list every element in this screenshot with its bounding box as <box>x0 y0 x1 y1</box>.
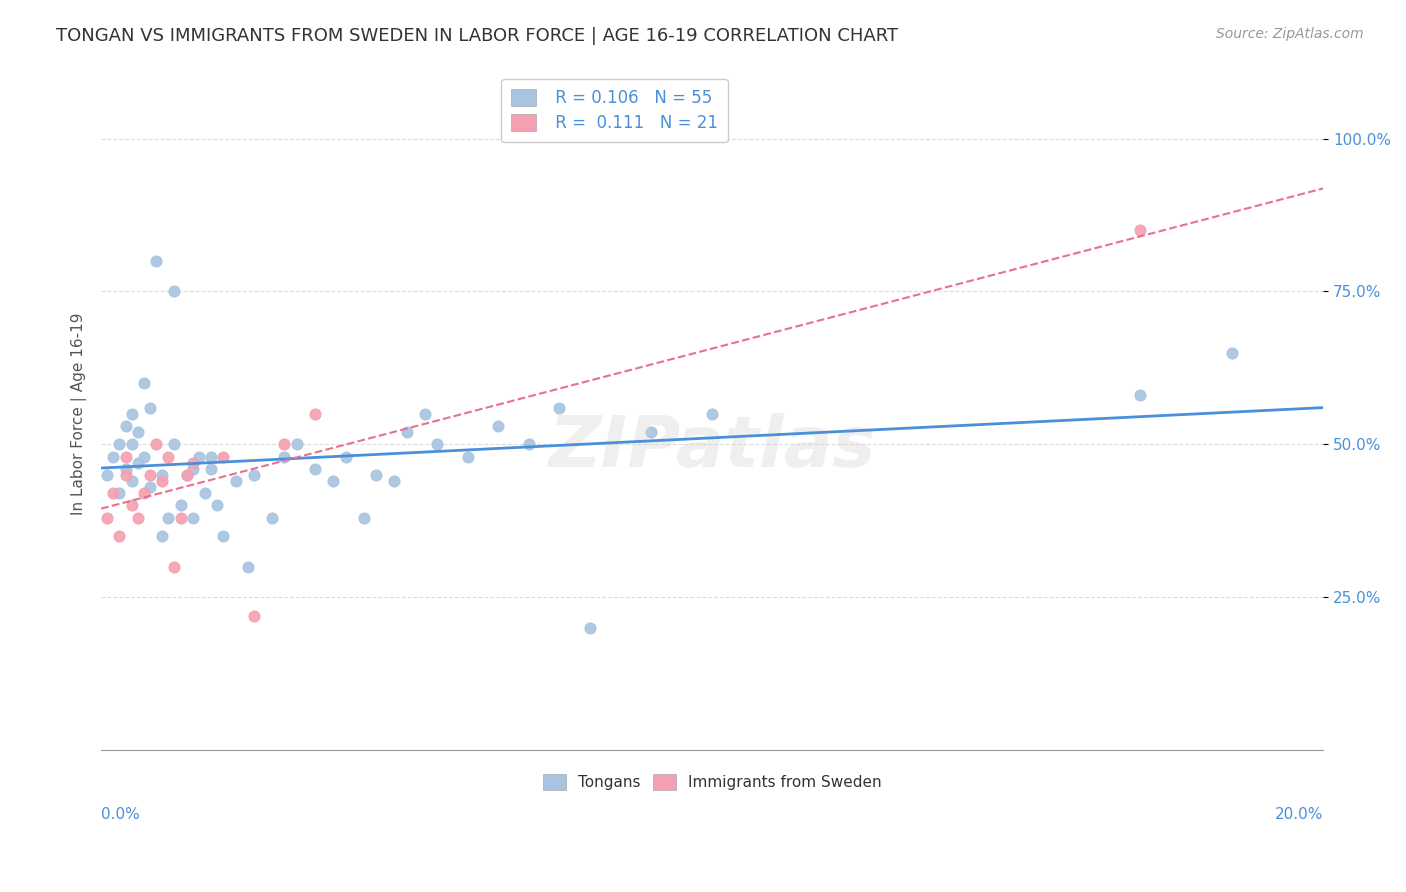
Point <box>150 529 173 543</box>
Point <box>169 510 191 524</box>
Point <box>548 401 571 415</box>
Point <box>187 450 209 464</box>
Point <box>103 486 125 500</box>
Point <box>212 529 235 543</box>
Y-axis label: In Labor Force | Age 16-19: In Labor Force | Age 16-19 <box>72 312 87 515</box>
Point <box>145 253 167 268</box>
Text: TONGAN VS IMMIGRANTS FROM SWEDEN IN LABOR FORCE | AGE 16-19 CORRELATION CHART: TONGAN VS IMMIGRANTS FROM SWEDEN IN LABO… <box>56 27 898 45</box>
Point <box>108 486 131 500</box>
Text: 0.0%: 0.0% <box>101 807 139 822</box>
Point <box>322 474 344 488</box>
Point <box>225 474 247 488</box>
Point <box>579 621 602 635</box>
Point <box>127 425 149 439</box>
Point <box>121 474 143 488</box>
Point <box>304 462 326 476</box>
Point <box>273 437 295 451</box>
Point <box>176 467 198 482</box>
Point <box>353 510 375 524</box>
Point <box>273 450 295 464</box>
Point <box>457 450 479 464</box>
Point <box>426 437 449 451</box>
Point <box>181 462 204 476</box>
Point <box>150 474 173 488</box>
Point <box>285 437 308 451</box>
Point <box>176 467 198 482</box>
Point <box>1129 388 1152 402</box>
Text: ZIPatlas: ZIPatlas <box>548 413 876 482</box>
Point <box>207 499 229 513</box>
Point <box>96 467 118 482</box>
Point <box>200 450 222 464</box>
Point <box>114 419 136 434</box>
Point <box>157 450 180 464</box>
Point <box>145 437 167 451</box>
Point <box>114 467 136 482</box>
Point <box>181 456 204 470</box>
Point <box>413 407 436 421</box>
Point <box>335 450 357 464</box>
Point <box>103 450 125 464</box>
Point <box>127 456 149 470</box>
Point <box>114 462 136 476</box>
Text: Source: ZipAtlas.com: Source: ZipAtlas.com <box>1216 27 1364 41</box>
Point <box>1220 345 1243 359</box>
Point <box>132 486 155 500</box>
Point <box>194 486 217 500</box>
Point <box>150 467 173 482</box>
Point <box>139 467 162 482</box>
Point <box>640 425 662 439</box>
Point <box>1129 223 1152 237</box>
Point <box>304 407 326 421</box>
Point <box>108 529 131 543</box>
Point <box>236 559 259 574</box>
Point <box>96 510 118 524</box>
Point <box>384 474 406 488</box>
Point <box>127 510 149 524</box>
Point <box>212 450 235 464</box>
Point <box>200 462 222 476</box>
Point <box>366 467 388 482</box>
Point <box>139 480 162 494</box>
Point <box>517 437 540 451</box>
Point <box>169 499 191 513</box>
Point <box>395 425 418 439</box>
Point <box>121 437 143 451</box>
Point <box>132 450 155 464</box>
Point <box>243 467 266 482</box>
Point <box>121 499 143 513</box>
Point <box>132 376 155 391</box>
Point <box>262 510 284 524</box>
Point <box>702 407 724 421</box>
Point <box>114 450 136 464</box>
Legend: Tongans, Immigrants from Sweden: Tongans, Immigrants from Sweden <box>537 768 887 797</box>
Point <box>163 437 186 451</box>
Point <box>108 437 131 451</box>
Point <box>163 285 186 299</box>
Point <box>121 407 143 421</box>
Point <box>139 401 162 415</box>
Text: 20.0%: 20.0% <box>1275 807 1323 822</box>
Point <box>243 608 266 623</box>
Point <box>157 510 180 524</box>
Point <box>181 510 204 524</box>
Point <box>163 559 186 574</box>
Point <box>486 419 509 434</box>
